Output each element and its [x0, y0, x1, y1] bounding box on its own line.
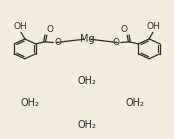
Text: O: O: [121, 25, 128, 34]
Text: O: O: [46, 25, 53, 34]
Text: O: O: [55, 38, 62, 47]
Text: OH: OH: [146, 22, 160, 31]
Text: OH₂: OH₂: [78, 120, 96, 130]
Text: OH₂: OH₂: [78, 75, 96, 85]
Text: O: O: [112, 38, 119, 47]
Text: OH: OH: [14, 22, 28, 31]
Text: Mg: Mg: [80, 34, 94, 44]
Text: OH₂: OH₂: [126, 98, 145, 108]
Text: OH₂: OH₂: [21, 98, 39, 108]
